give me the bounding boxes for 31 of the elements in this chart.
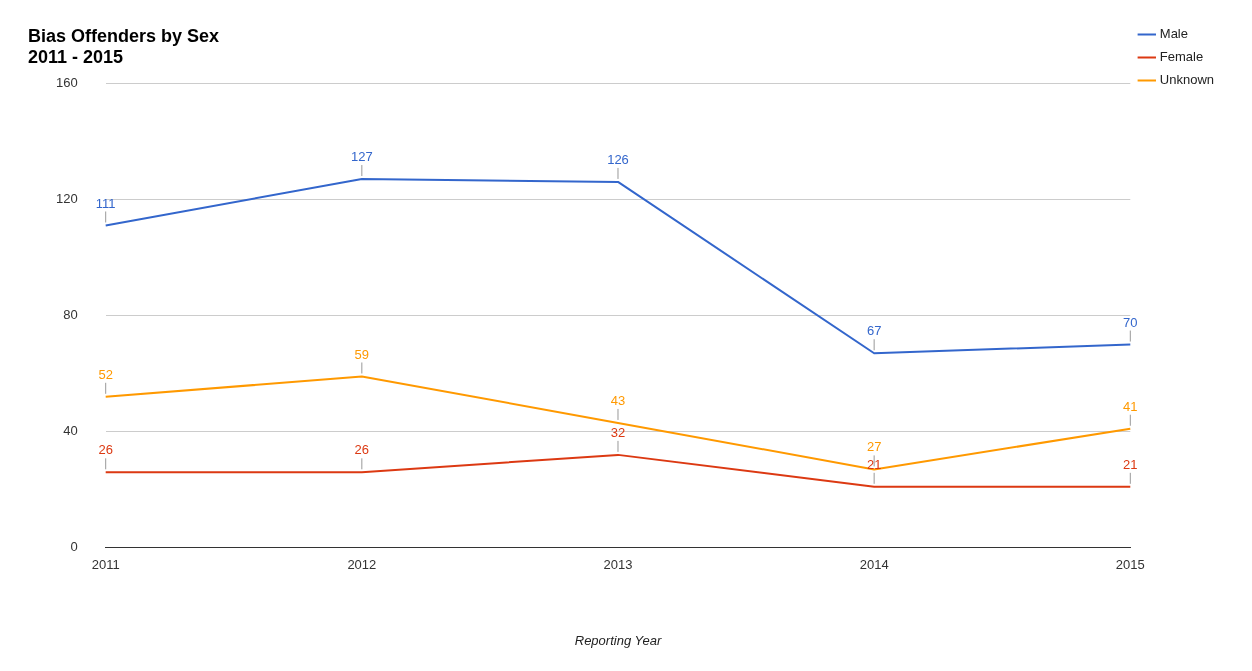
data-label: 43 [610,393,626,409]
data-label: 26 [354,442,370,458]
x-tick-label: 2011 [91,557,120,573]
legend-label: Unknown [1159,72,1215,88]
x-tick-label: 2012 [347,557,377,573]
data-label: 26 [98,442,113,458]
x-tick-label: 2013 [603,557,633,573]
y-tick-label: 160 [55,74,78,90]
chart-title: Bias Offenders by Sex [28,25,220,46]
y-tick-label: 120 [55,190,78,206]
data-label: 126 [607,152,629,168]
data-label: 41 [1123,398,1138,414]
x-tick-label: 2014 [859,557,889,573]
data-label: 21 [1123,456,1138,472]
x-tick-label: 2015 [1115,557,1145,573]
y-tick-label: 80 [63,307,78,323]
data-label: 70 [1123,314,1138,330]
x-axis-title: Reporting Year [574,632,662,648]
data-label: 111 [95,195,116,211]
y-tick-label: 40 [63,423,78,439]
data-label: 27 [866,439,882,455]
data-label: 59 [354,346,370,362]
data-label: 21 [866,456,882,472]
data-label: 127 [350,149,373,165]
chart-subtitle: 2011 - 2015 [28,47,124,68]
data-label: 32 [610,424,626,440]
legend-label: Male [1159,26,1188,42]
y-tick-label: 0 [70,539,78,555]
data-label: 67 [866,323,882,339]
data-label: 52 [98,366,113,382]
legend-label: Female [1159,49,1204,65]
